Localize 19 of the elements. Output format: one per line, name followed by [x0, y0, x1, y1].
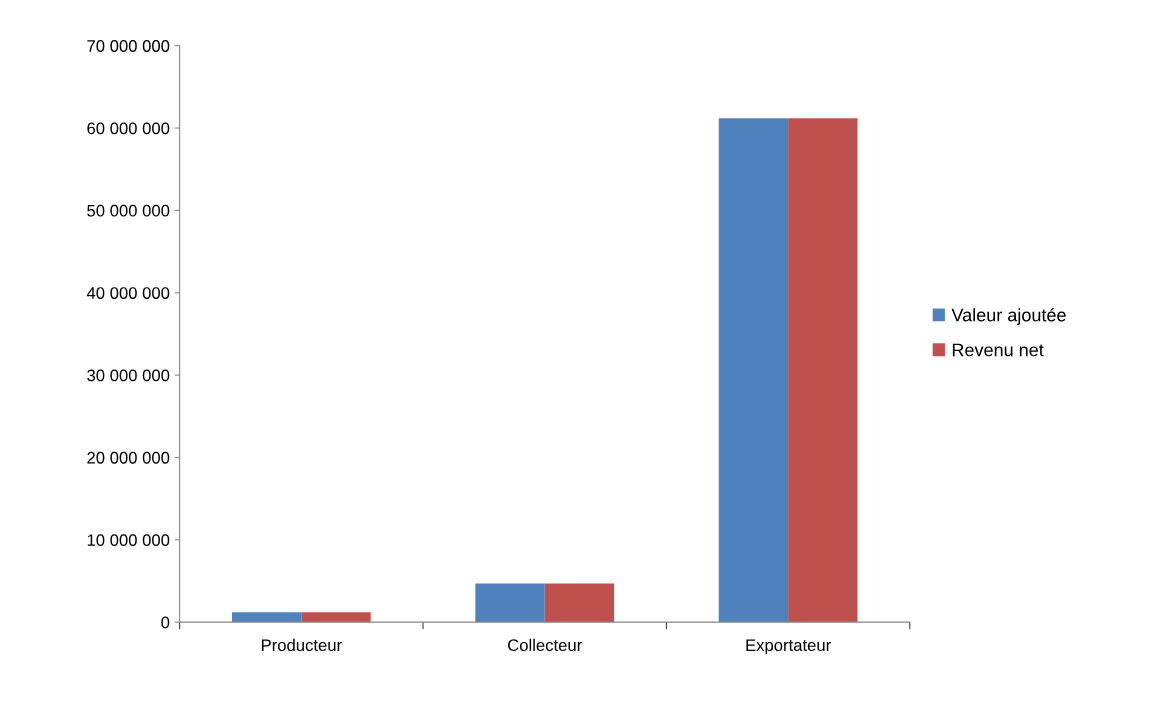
y-tick-label: 70 000 000 [87, 40, 170, 52]
y-tick-label: 20 000 000 [87, 451, 170, 464]
legend-label: Valeur ajoutée [951, 307, 1066, 325]
y-tick-label: 50 000 000 [87, 204, 170, 217]
bar [231, 612, 302, 623]
legend-label: Revenu net [952, 343, 1044, 357]
bar [718, 118, 789, 623]
x-tick-label: Producteur [261, 638, 342, 652]
y-tick-label: 0 [161, 616, 170, 629]
y-tick-label: 30 000 000 [87, 369, 170, 382]
x-tick-label: Collecteur [508, 638, 582, 652]
bar [544, 583, 615, 623]
bar [788, 118, 858, 623]
y-tick-label: 10 000 000 [87, 534, 170, 547]
y-tick-label: 40 000 000 [86, 287, 170, 299]
x-tick-label: Exportateur [746, 639, 831, 655]
y-tick-label: 60 000 000 [87, 122, 170, 135]
bar [475, 583, 545, 623]
bar [301, 612, 371, 623]
